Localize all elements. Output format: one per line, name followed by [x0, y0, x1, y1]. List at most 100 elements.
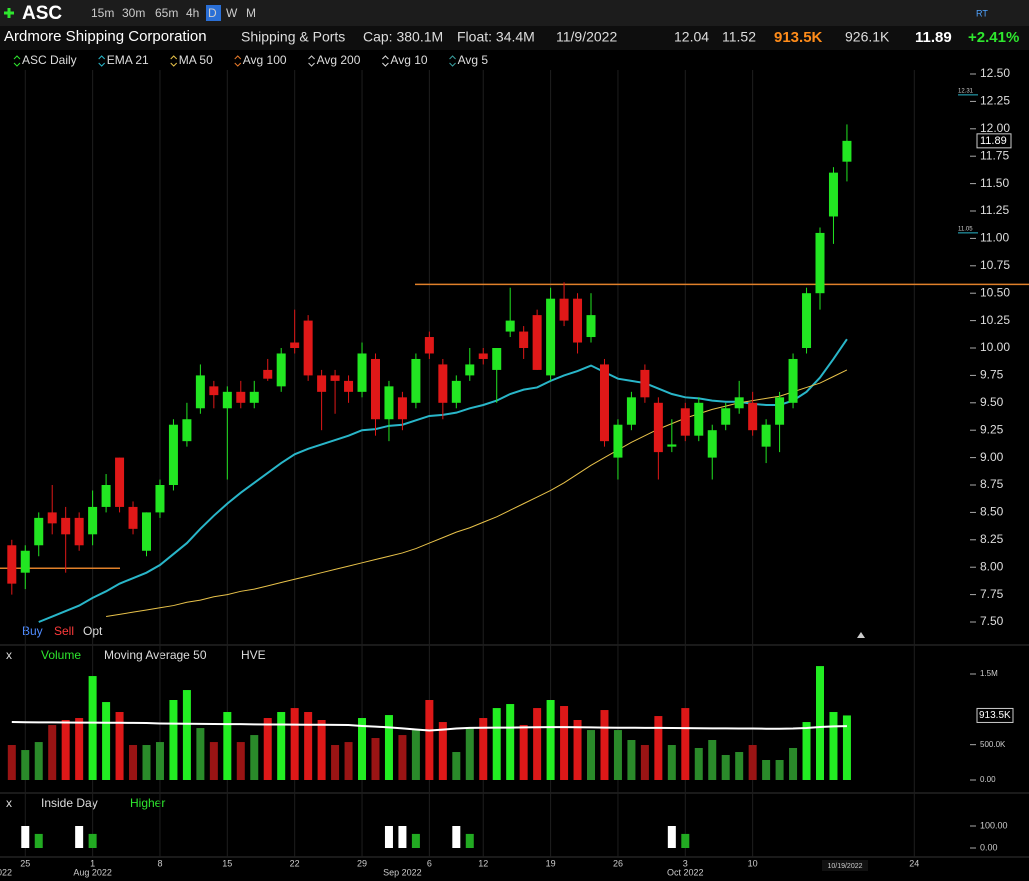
legend-caret: [170, 55, 178, 67]
candle-body: [209, 386, 219, 396]
company: Ardmore Shipping Corporation: [4, 28, 207, 45]
y-tick-label: 12.00: [980, 121, 1010, 135]
inside-bar: [384, 826, 393, 848]
volume-bar: [317, 720, 326, 780]
volume-bar: [640, 745, 649, 780]
y-tick-label: 8.00: [980, 559, 1004, 573]
candle-body: [451, 380, 461, 403]
y-tick-label: 10.75: [980, 258, 1010, 272]
candle-body: [680, 408, 690, 436]
candle-body: [532, 315, 542, 370]
candle-body: [505, 320, 515, 332]
timeframe[interactable]: 65m: [155, 6, 178, 20]
candle-body: [7, 545, 17, 584]
candle-body: [303, 320, 313, 376]
candle-body: [842, 140, 852, 162]
candle-body: [195, 375, 205, 409]
y-tick-label: 10.50: [980, 285, 1010, 299]
y-tick-label: 11.50: [980, 176, 1009, 190]
close-inside[interactable]: x: [6, 796, 12, 810]
legend-item[interactable]: ASC Daily: [22, 53, 77, 67]
timeframe[interactable]: D: [208, 6, 217, 20]
candle-body: [249, 391, 259, 403]
rt[interactable]: RT: [976, 8, 988, 18]
timeframe[interactable]: 4h: [186, 6, 199, 20]
change: +2.41%: [968, 29, 1019, 46]
volume-bar: [546, 700, 555, 780]
candle-body: [465, 364, 475, 376]
buy[interactable]: Buy: [22, 624, 43, 638]
candle-body: [559, 298, 569, 321]
legend-item[interactable]: Avg 200: [317, 53, 361, 67]
candle-body: [707, 430, 717, 458]
candle-body: [586, 315, 596, 338]
candle-body: [667, 444, 677, 447]
inside-bar: [21, 826, 30, 848]
legend-item[interactable]: Avg 100: [243, 53, 287, 67]
legend-item[interactable]: EMA 21: [107, 53, 149, 67]
volume-bar: [735, 752, 744, 780]
volume-bar: [250, 735, 259, 780]
timeframe[interactable]: M: [246, 6, 256, 20]
candle-body: [182, 419, 192, 442]
price-box: [976, 133, 1012, 149]
candle-body: [115, 457, 125, 507]
candle-body: [20, 550, 30, 573]
x-tick-label: 12: [478, 858, 488, 868]
volume-bar: [762, 760, 771, 780]
candle-body: [344, 380, 354, 392]
timeframe[interactable]: 15m: [91, 6, 114, 20]
y-tick-label: 12.25: [980, 94, 1010, 108]
x-tick-label: 19: [546, 858, 556, 868]
higher-bar: [465, 833, 474, 848]
higher-bar: [681, 833, 690, 848]
volume-bar: [358, 718, 367, 780]
month-label: Sep 2022: [383, 867, 422, 877]
y-tick-label: 11.75: [980, 148, 1009, 162]
timeframe[interactable]: W: [226, 6, 238, 20]
candle-body: [128, 506, 138, 529]
volume-bar: [142, 745, 151, 780]
legend-item[interactable]: Avg 10: [390, 53, 427, 67]
candle-body: [492, 348, 502, 370]
volume-bar: [775, 760, 784, 780]
scroll-arrow[interactable]: [857, 632, 865, 638]
tf-selected: [206, 5, 221, 21]
candle-body: [721, 408, 731, 425]
symbol[interactable]: ASC: [22, 3, 62, 24]
candle-body: [478, 353, 488, 359]
volume-box-label: 913.5K: [979, 710, 1011, 721]
volume-bar: [384, 715, 393, 780]
candle-body: [734, 397, 744, 409]
volume-bar: [411, 730, 420, 780]
volume-bar: [21, 750, 30, 780]
volume-bar: [654, 716, 663, 780]
legend-item[interactable]: MA 50: [179, 53, 213, 67]
candle-body: [357, 353, 367, 392]
candle-body: [761, 424, 771, 447]
volume-bar: [533, 708, 542, 780]
candle-body: [775, 397, 785, 425]
candle-body: [640, 369, 650, 398]
y-tick-label: 9.00: [980, 450, 1004, 464]
higher-title: Higher: [130, 796, 165, 810]
high: 12.04: [674, 29, 709, 45]
volume-bar: [560, 706, 569, 780]
candle-body: [438, 364, 448, 403]
volume-bar: [155, 742, 164, 780]
candle-body: [155, 485, 165, 513]
candle-body: [263, 369, 273, 379]
volume-bar: [182, 690, 191, 780]
legend-item[interactable]: Avg 5: [458, 53, 489, 67]
y-tick-label: 12.50: [980, 66, 1010, 80]
y-tick-label: 8.75: [980, 477, 1004, 491]
volume-bar: [236, 742, 245, 780]
add-icon[interactable]: [4, 8, 14, 18]
timeframe[interactable]: 30m: [122, 6, 145, 20]
sell[interactable]: Sell: [54, 624, 74, 638]
volume-bar: [209, 742, 218, 780]
volume-bar: [61, 720, 70, 780]
close-volume[interactable]: x: [6, 648, 12, 662]
low: 11.52: [722, 29, 756, 45]
x-tick-label: 1: [90, 858, 95, 868]
